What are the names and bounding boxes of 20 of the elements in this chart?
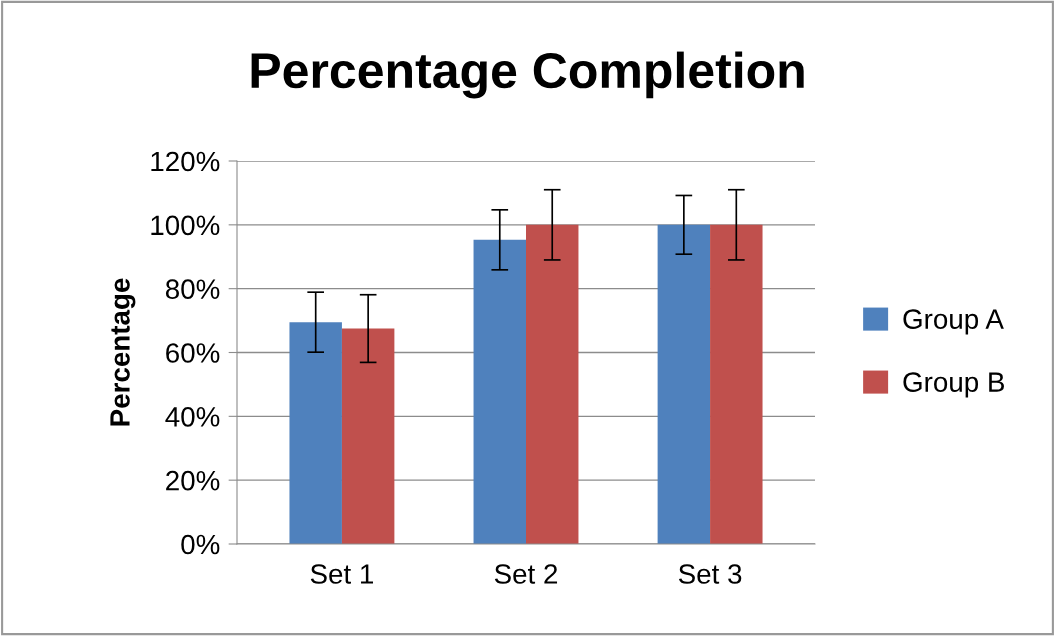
y-axis-title: Percentage xyxy=(110,278,136,426)
y-tick-label: 40% xyxy=(165,407,220,427)
x-tick-label: Set 3 xyxy=(678,564,742,584)
legend-label: Group A xyxy=(903,309,1004,335)
bar xyxy=(473,239,526,544)
y-tick-label: 0% xyxy=(181,534,220,555)
legend-label: Group B xyxy=(903,372,1004,398)
x-tick-label: Set 1 xyxy=(310,564,373,584)
y-tick-label: 100% xyxy=(151,215,220,236)
x-tick-label: Set 2 xyxy=(494,564,558,584)
bar xyxy=(657,224,711,544)
y-tick-label: 60% xyxy=(166,343,220,363)
bar xyxy=(289,322,342,544)
bar xyxy=(341,328,395,544)
y-tick-label: 20% xyxy=(166,470,220,491)
bar xyxy=(526,224,579,544)
y-tick-label: 80% xyxy=(165,279,220,300)
chart-title: Percentage Completion xyxy=(251,51,804,99)
y-tick-label: 120% xyxy=(151,151,220,172)
bar xyxy=(710,224,763,544)
